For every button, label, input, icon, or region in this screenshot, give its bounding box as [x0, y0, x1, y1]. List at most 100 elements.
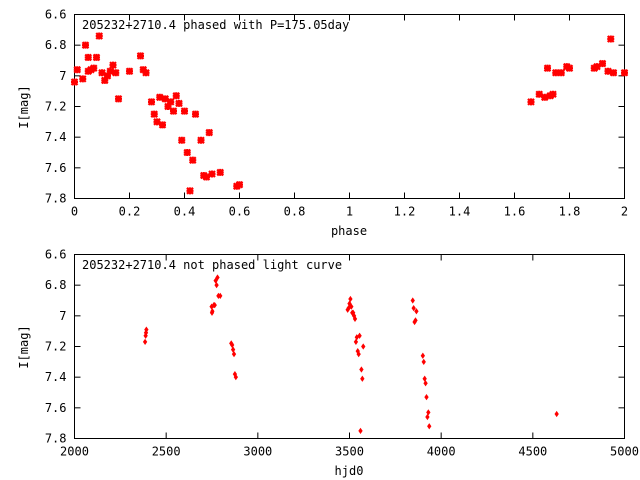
- unphased-x-tick-label: 4500: [518, 445, 547, 459]
- phased-data-point: [205, 128, 214, 137]
- phased-data-point: [153, 118, 161, 126]
- phased-data-point: [114, 95, 123, 103]
- phased-data-point: [235, 180, 244, 189]
- phased-data-point: [92, 53, 101, 62]
- unphased-plot-title: 205232+2710.4 not phased light curve: [82, 258, 342, 272]
- phased-data-point: [180, 107, 189, 115]
- phased-data-point: [557, 68, 566, 77]
- unphased-data-point: [230, 341, 235, 349]
- unphased-data-point: [422, 375, 427, 382]
- phased-data-point: [111, 68, 120, 77]
- phased-data-point: [527, 98, 535, 106]
- phased-data-point: [202, 173, 211, 181]
- phased-data-point: [136, 52, 145, 60]
- phased-data-point: [81, 41, 90, 49]
- phased-data-point: [540, 93, 549, 102]
- phased-data-point: [593, 62, 601, 71]
- unphased-data-point: [144, 326, 149, 333]
- phased-x-tick-label: 1.2: [394, 205, 416, 219]
- phased-x-tick-label: 1.8: [559, 205, 581, 219]
- unphased-data-point: [356, 351, 361, 358]
- unphased-data-point: [426, 409, 431, 416]
- phased-x-tick-label: 0.6: [229, 205, 251, 219]
- phased-data-point: [164, 102, 172, 111]
- phased-x-tick-label: 0.8: [284, 205, 306, 219]
- unphased-data-point: [348, 295, 353, 303]
- phased-y-tick-label: 7.4: [45, 130, 67, 144]
- unphased-data-point: [233, 374, 238, 381]
- phased-data-point: [191, 110, 200, 118]
- unphased-y-tick-label: 7.6: [45, 401, 67, 415]
- phased-data-point: [100, 76, 109, 85]
- phased-data-point: [103, 72, 112, 80]
- phased-data-point: [535, 90, 544, 99]
- phased-data-point: [78, 75, 87, 83]
- phased-x-axis-label: phase: [331, 224, 367, 238]
- unphased-data-point: [357, 332, 362, 339]
- unphased-data-point: [413, 317, 418, 324]
- unphased-y-tick-label: 6.8: [45, 278, 67, 292]
- unphased-data-point: [410, 297, 415, 304]
- phased-data-point: [543, 64, 552, 72]
- phased-y-tick-label: 7.8: [45, 192, 67, 206]
- phased-x-tick-label: 0.2: [119, 205, 141, 219]
- unphased-data-point: [215, 274, 220, 281]
- unphased-data-point: [353, 338, 359, 346]
- unphased-y-tick-label: 7.2: [45, 340, 67, 354]
- unphased-data-point: [554, 410, 559, 418]
- phased-data-point: [177, 136, 186, 145]
- phased-x-tick-label: 1.6: [504, 205, 526, 219]
- unphased-data-point: [423, 380, 428, 387]
- unphased-y-tick-label: 7.8: [45, 432, 67, 446]
- unphased-data-point: [212, 301, 217, 309]
- phased-data-point: [142, 68, 150, 77]
- unphased-y-tick-label: 7: [59, 309, 66, 323]
- phased-y-tick-label: 6.8: [45, 38, 67, 52]
- unphased-x-tick-label: 2500: [152, 445, 181, 459]
- unphased-data-point: [421, 358, 426, 365]
- phased-x-tick-label: 1: [346, 205, 353, 219]
- phased-data-point: [172, 91, 181, 100]
- unphased-x-tick-label: 4000: [427, 445, 456, 459]
- unphased-data-point: [218, 292, 223, 300]
- phased-data-point: [169, 107, 178, 115]
- unphased-x-tick-label: 2000: [60, 445, 89, 459]
- phased-x-tick-label: 2: [621, 205, 628, 219]
- unphased-data-point: [142, 338, 148, 346]
- phased-data-point: [186, 187, 194, 195]
- phased-data-point: [158, 121, 167, 129]
- unphased-data-point: [214, 282, 219, 289]
- phased-data-point: [161, 95, 170, 103]
- unphased-data-point: [425, 413, 430, 421]
- phased-y-tick-label: 7: [59, 69, 66, 83]
- unphased-data-point: [231, 351, 237, 358]
- unphased-data-point: [358, 427, 363, 434]
- phased-y-tick-label: 7.6: [45, 161, 67, 175]
- phased-data-point: [188, 156, 197, 164]
- phased-data-point: [604, 67, 612, 76]
- unphased-x-tick-label: 5000: [610, 445, 639, 459]
- phased-x-tick-label: 1.4: [449, 205, 471, 219]
- phased-data-point: [150, 110, 159, 118]
- phased-x-tick-label: 0: [71, 205, 78, 219]
- phased-y-tick-label: 6.6: [45, 8, 67, 22]
- phased-data-point: [565, 64, 574, 72]
- phased-data-point: [208, 170, 216, 178]
- unphased-y-axis-label: I[mag]: [17, 325, 31, 368]
- unphased-data-point: [349, 303, 354, 310]
- phased-x-tick-label: 0.4: [174, 205, 196, 219]
- phased-data-point: [89, 64, 98, 72]
- phased-y-axis-label: I[mag]: [17, 85, 31, 128]
- unphased-y-tick-label: 7.4: [45, 370, 67, 384]
- phased-data-point: [106, 67, 115, 76]
- phased-data-point: [70, 78, 79, 86]
- phased-data-point: [606, 35, 615, 43]
- phased-data-point: [109, 61, 117, 69]
- unphased-x-axis-label: hjd0: [335, 464, 364, 478]
- phased-data-point: [98, 68, 106, 77]
- unphased-light-curve-panel: 205232+2710.4 not phased light curve hjd…: [17, 248, 639, 479]
- phased-data-point: [73, 65, 82, 74]
- phased-data-point: [197, 136, 205, 145]
